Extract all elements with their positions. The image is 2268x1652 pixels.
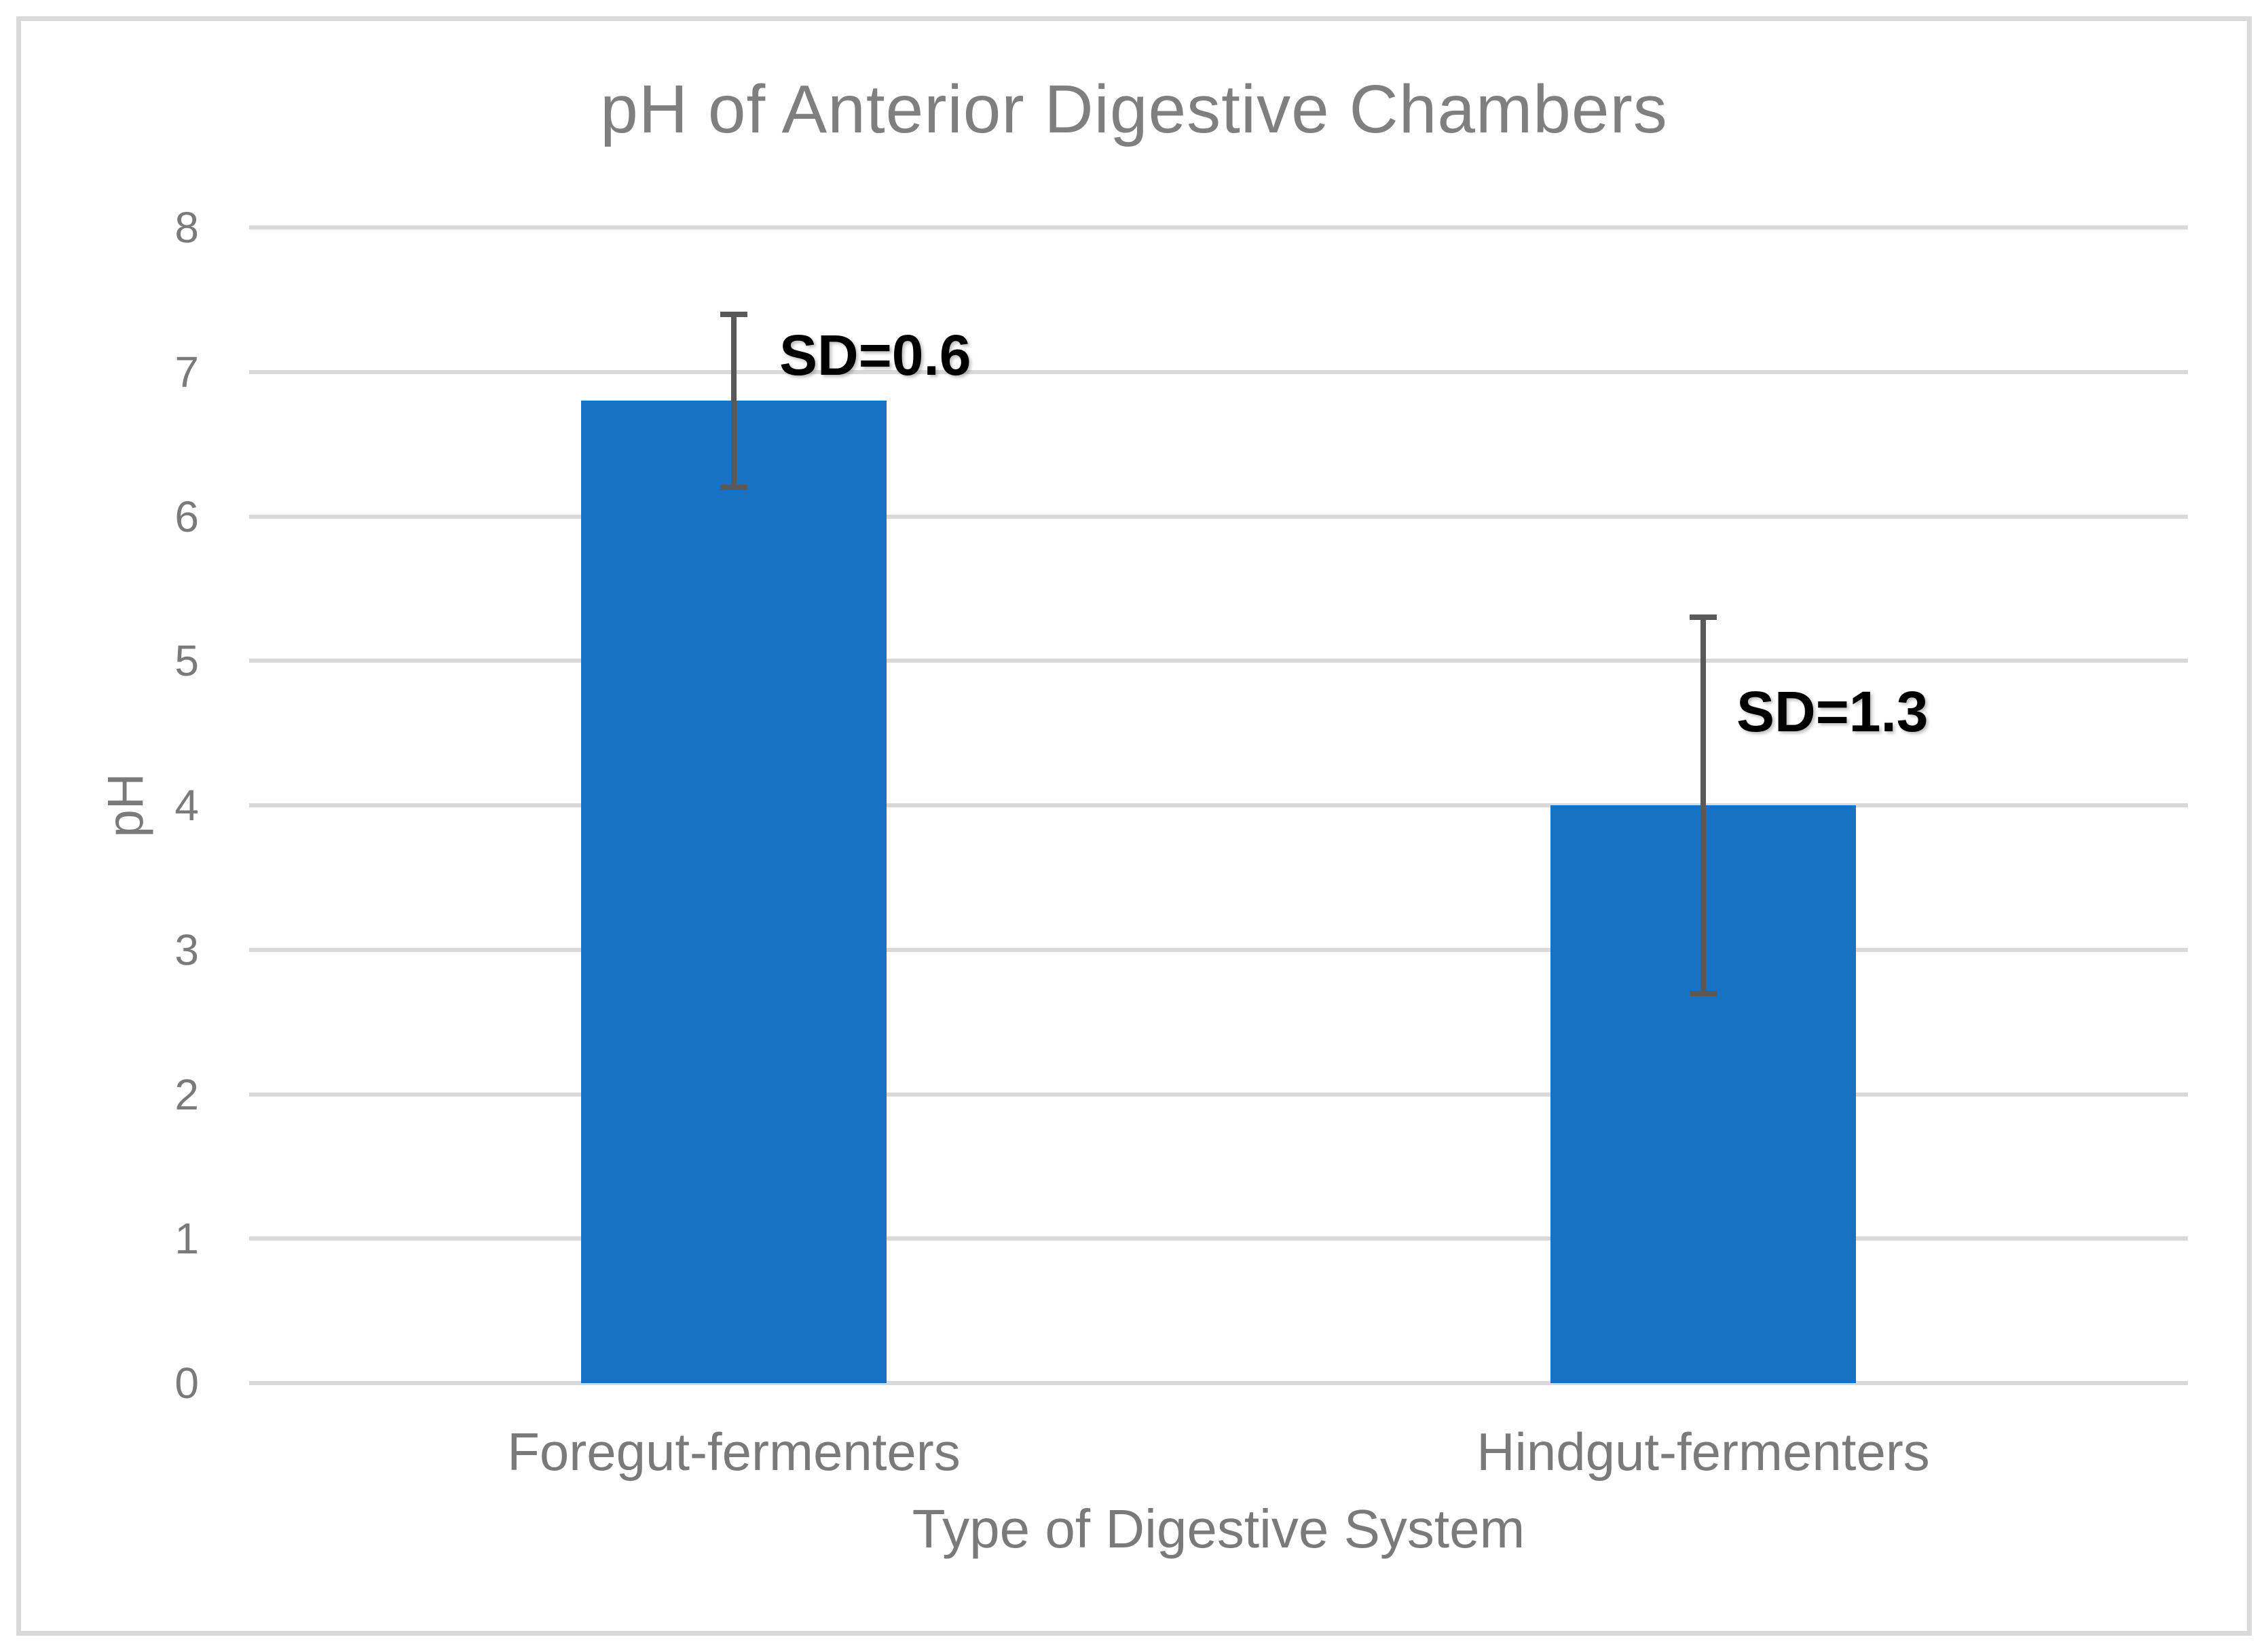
y-gridline [249, 225, 2188, 230]
y-tick-label: 6 [174, 492, 199, 541]
x-axis-title: Type of Digestive System [912, 1499, 1525, 1559]
y-tick-label: 3 [174, 925, 199, 974]
y-gridline [249, 803, 2188, 807]
error-bar-line [731, 314, 737, 488]
y-tick-label: 5 [174, 636, 199, 686]
y-axis-title: pH [97, 773, 153, 838]
chart-border [16, 16, 2252, 1636]
y-tick-label: 4 [174, 781, 199, 830]
y-tick-label: 1 [174, 1214, 199, 1264]
y-gridline [249, 1092, 2188, 1097]
y-tick-label: 2 [174, 1069, 199, 1119]
y-gridline [249, 1236, 2188, 1241]
error-bar-top-cap [720, 311, 747, 317]
bar [581, 401, 887, 1383]
category-label: Foregut-fermenters [507, 1422, 961, 1482]
error-bar-bottom-cap [1690, 990, 1717, 996]
category-label: Hindgut-fermenters [1476, 1422, 1930, 1482]
y-tick-label: 8 [174, 203, 199, 252]
error-bar-line [1700, 617, 1706, 993]
y-gridline [249, 514, 2188, 519]
y-tick-label: 7 [174, 347, 199, 397]
error-bar-top-cap [1690, 614, 1717, 621]
y-tick-label: 0 [174, 1359, 199, 1408]
y-gridline [249, 1381, 2188, 1385]
y-gridline [249, 947, 2188, 952]
error-bar-bottom-cap [720, 484, 747, 490]
sd-annotation: SD=0.6 [779, 323, 971, 387]
y-gridline [249, 659, 2188, 663]
chart-title: pH of Anterior Digestive Chambers [600, 71, 1668, 147]
sd-annotation: SD=1.3 [1736, 680, 1929, 744]
y-gridline [249, 369, 2188, 374]
